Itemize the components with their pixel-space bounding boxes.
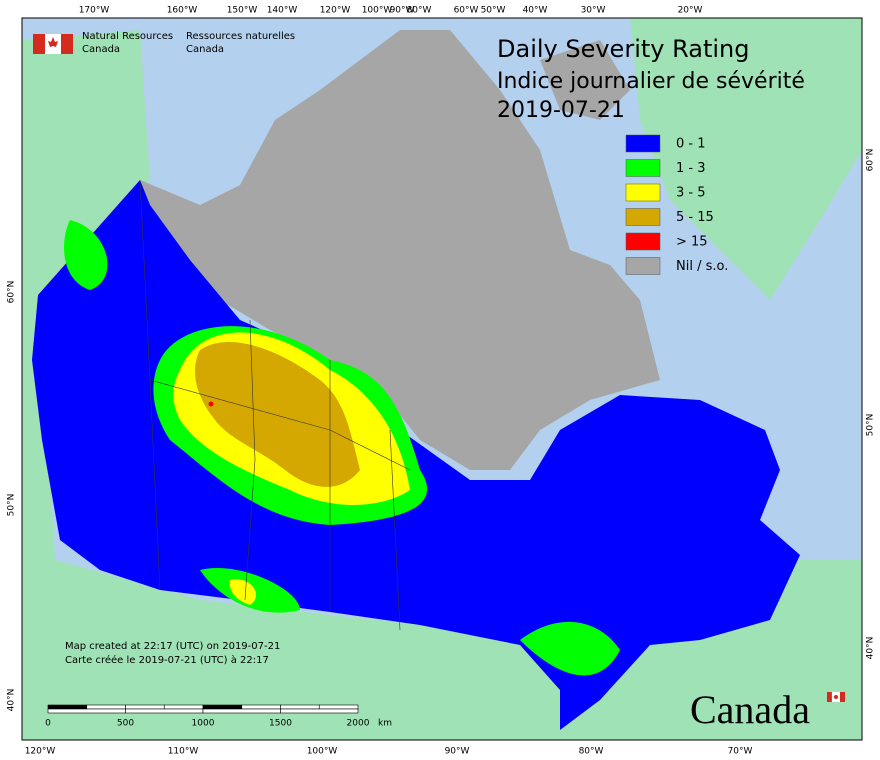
scale-segment [47, 708, 126, 714]
longitude-label: 150°W [227, 6, 258, 16]
footer-note: Carte créée le 2019-07-21 (UTC) à 22:17 [65, 654, 269, 666]
scale-segment [47, 704, 88, 710]
legend-swatch [625, 208, 661, 226]
wordmark-flag [827, 691, 845, 703]
arctic-land [140, 30, 660, 470]
scale-segment [125, 708, 204, 714]
legend-swatch [625, 257, 661, 275]
longitude-label: 20°W [678, 6, 703, 16]
legend-label: 3 - 5 [676, 186, 706, 201]
scale-label: 1000 [192, 719, 215, 729]
legend-label: > 15 [676, 235, 708, 250]
org-fr: Ressources naturelles [186, 31, 295, 42]
latitude-label: 60°N [7, 281, 17, 304]
legend-swatch [625, 232, 661, 251]
latitude-label: 40°N [866, 637, 876, 660]
longitude-label: 70°W [728, 747, 753, 757]
map-area [22, 18, 862, 740]
greenland [630, 18, 862, 300]
longitude-label: 120°W [25, 747, 56, 757]
longitude-label: 90°W [445, 747, 470, 757]
longitude-label: 170°W [79, 6, 110, 16]
scale-segment [318, 704, 359, 710]
latitude-label: 50°N [7, 494, 17, 517]
org-en: Natural Resources [82, 31, 173, 42]
canada-wordmark: Canada [690, 687, 810, 732]
latitude-label: 60°N [866, 149, 876, 172]
boundaries [139, 179, 411, 631]
legend-swatch [625, 134, 661, 153]
org-en: Canada [82, 44, 120, 55]
scale-segment [202, 704, 243, 710]
scale-label: 0 [45, 719, 51, 729]
map-frame [21, 17, 863, 741]
scale-unit: km [378, 719, 392, 729]
org-fr: Canada [186, 44, 224, 55]
footer-note: Map created at 22:17 (UTC) on 2019-07-21 [65, 641, 280, 652]
scale-segment [280, 704, 320, 710]
longitude-label: 120°W [320, 6, 351, 16]
scale-segment [125, 704, 165, 710]
legend-swatch [625, 183, 661, 202]
scale-segment [86, 704, 126, 710]
scale-label: 500 [117, 719, 134, 729]
longitude-label: 30°W [581, 6, 606, 16]
longitude-label: 100°W [362, 6, 393, 16]
legend-label: 1 - 3 [676, 161, 706, 176]
legend-label: 0 - 1 [676, 137, 706, 152]
legend-swatch [625, 159, 661, 177]
legend-label: Nil / s.o. [676, 259, 728, 274]
scale-segment [163, 704, 204, 710]
longitude-label: 110°W [168, 747, 199, 757]
scale-segment [280, 708, 359, 714]
longitude-label: 160°W [167, 6, 198, 16]
arctic-island [540, 40, 630, 120]
scale-label: 1500 [269, 719, 292, 729]
united-states [22, 30, 862, 740]
scale-segment [202, 708, 281, 714]
arctic-island [360, 90, 470, 170]
longitude-label: 90°W [390, 6, 415, 16]
scale-segment [241, 704, 281, 710]
fire-zone-5-15 [195, 341, 360, 487]
map-title: Indice journalier de sévérité [497, 69, 805, 94]
latitude-label: 50°N [866, 414, 876, 437]
longitude-label: 60°W [454, 6, 479, 16]
longitude-label: 80°W [579, 747, 604, 757]
latitude-label: 40°N [7, 689, 17, 712]
fire-zone-15 [208, 401, 214, 407]
longitude-label: 80°W [407, 6, 432, 16]
map-date: 2019-07-21 [497, 98, 625, 123]
scale-label: 2000 [347, 719, 370, 729]
longitude-label: 100°W [307, 747, 338, 757]
longitude-label: 140°W [267, 6, 298, 16]
longitude-label: 50°W [481, 6, 506, 16]
nrcan-flag [33, 34, 73, 54]
longitude-label: 40°W [523, 6, 548, 16]
legend-label: 5 - 15 [676, 210, 714, 225]
map-title: Daily Severity Rating [497, 35, 749, 63]
